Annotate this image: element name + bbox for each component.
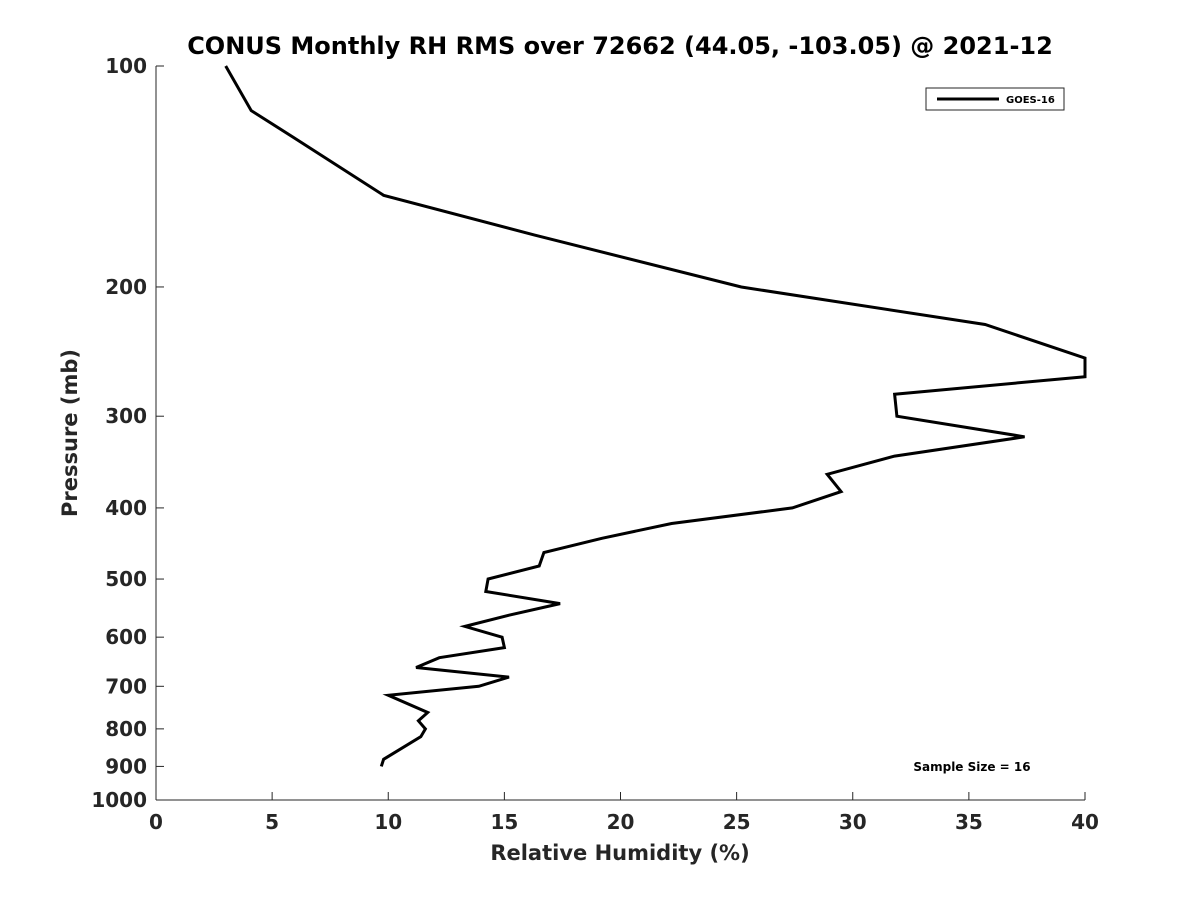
y-ticks: 100 200 300 400 500 600 700 800 900 1000 (91, 54, 164, 812)
x-tick-label: 30 (839, 810, 867, 834)
x-tick-label: 25 (723, 810, 751, 834)
legend: GOES-16 (925, 87, 1065, 111)
y-tick-label: 900 (105, 754, 147, 778)
y-tick-label: 700 (105, 674, 147, 698)
y-tick-label: 600 (105, 625, 147, 649)
x-tick-label: 40 (1071, 810, 1099, 834)
x-tick-label: 35 (955, 810, 983, 834)
y-tick-label: 200 (105, 275, 147, 299)
y-tick-label: 500 (105, 567, 147, 591)
y-tick-label: 300 (105, 404, 147, 428)
y-axis-label: Pressure (mb) (58, 349, 82, 517)
legend-entry-goes-16: GOES-16 (1006, 95, 1055, 106)
x-tick-label: 10 (374, 810, 402, 834)
chart-title: CONUS Monthly RH RMS over 72662 (44.05, … (187, 32, 1053, 60)
y-tick-label: 400 (105, 496, 147, 520)
y-tick-label: 100 (105, 54, 147, 78)
x-tick-label: 20 (607, 810, 635, 834)
x-tick-label: 0 (149, 810, 163, 834)
y-tick-label: 800 (105, 717, 147, 741)
x-axis-label: Relative Humidity (%) (490, 841, 749, 865)
series-line-goes-16 (224, 65, 1087, 767)
x-tick-label: 15 (490, 810, 518, 834)
x-ticks: 0 5 10 15 20 25 30 35 40 (149, 792, 1099, 834)
x-tick-label: 5 (265, 810, 279, 834)
sample-size-annotation: Sample Size = 16 (913, 760, 1030, 774)
y-tick-label: 1000 (91, 788, 147, 812)
axes (155, 66, 1085, 801)
